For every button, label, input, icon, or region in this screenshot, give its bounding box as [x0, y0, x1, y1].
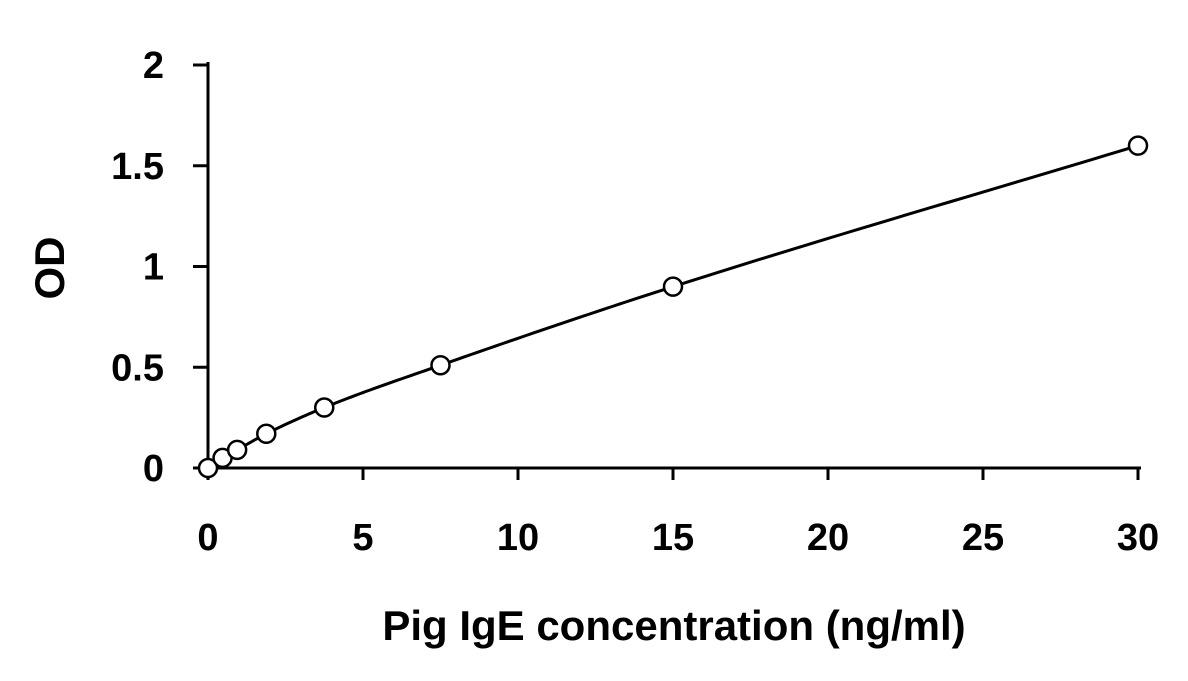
data-point	[256, 423, 277, 444]
fit-curve	[207, 144, 1139, 470]
y-tick-label: 0.5	[111, 347, 164, 389]
x-axis-title: Pig IgE concentration (ng/ml)	[382, 602, 965, 649]
x-tick-label: 25	[962, 517, 1004, 559]
y-tick-label: 1.5	[111, 146, 164, 188]
data-point	[314, 397, 335, 418]
x-tick-label: 20	[807, 517, 849, 559]
x-tick-label: 30	[1117, 517, 1159, 559]
y-ticks: 0 0.5 1 1.5 2	[111, 45, 208, 490]
data-point	[226, 439, 248, 461]
x-tick-label: 10	[497, 517, 539, 559]
y-tick-label: 1	[143, 247, 164, 289]
x-tick-label: 0	[197, 517, 218, 559]
data-point	[197, 457, 219, 479]
y-axis-title: OD	[26, 237, 73, 300]
data-points	[197, 135, 1149, 479]
x-tick-label: 15	[652, 517, 694, 559]
data-point	[1127, 135, 1149, 156]
y-tick-label: 2	[143, 45, 164, 87]
y-tick-label: 0	[143, 448, 164, 490]
x-tick-label: 5	[352, 517, 373, 559]
data-point	[662, 276, 684, 297]
data-point	[430, 354, 451, 376]
x-ticks: 0 5 10 15 20 25 30	[197, 468, 1159, 559]
